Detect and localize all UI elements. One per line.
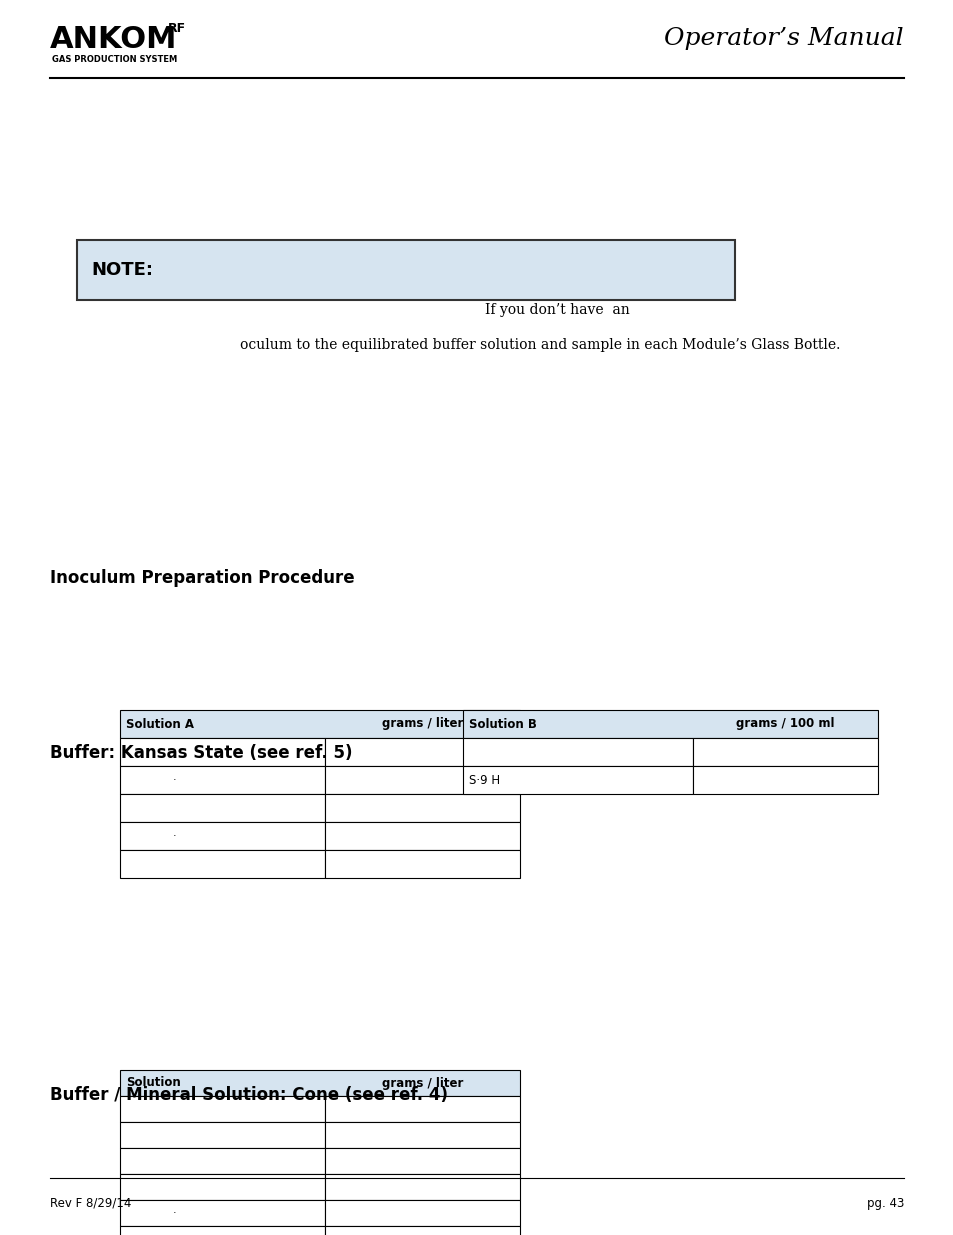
Text: S·9 H: S·9 H xyxy=(469,773,499,787)
Text: Solution: Solution xyxy=(126,1077,180,1089)
Text: Solution A: Solution A xyxy=(126,718,193,730)
Text: ANKOM: ANKOM xyxy=(50,26,177,54)
Text: Buffer / Mineral Solution: Cone (see ref. 4): Buffer / Mineral Solution: Cone (see ref… xyxy=(50,1086,448,1104)
Text: NOTE:: NOTE: xyxy=(91,261,152,279)
Text: ·: · xyxy=(173,1208,176,1218)
Text: Buffer: Kansas State (see ref. 5): Buffer: Kansas State (see ref. 5) xyxy=(50,743,352,762)
Bar xyxy=(120,1070,519,1095)
Bar xyxy=(120,1174,325,1200)
Bar xyxy=(325,1174,519,1200)
Text: Operator’s Manual: Operator’s Manual xyxy=(663,26,903,49)
Text: ·: · xyxy=(173,776,176,785)
Bar xyxy=(120,1123,325,1149)
Text: grams / 100 ml: grams / 100 ml xyxy=(736,718,834,730)
Bar xyxy=(325,850,519,878)
Text: grams / liter: grams / liter xyxy=(381,718,463,730)
Text: pg. 43: pg. 43 xyxy=(865,1197,903,1209)
Bar xyxy=(77,240,734,300)
Text: GAS PRODUCTION SYSTEM: GAS PRODUCTION SYSTEM xyxy=(52,56,177,64)
Bar xyxy=(120,1200,325,1226)
Bar xyxy=(325,1200,519,1226)
Text: ·: · xyxy=(173,831,176,841)
Bar xyxy=(325,766,519,794)
Bar xyxy=(325,1226,519,1235)
Text: If you don’t have  an: If you don’t have an xyxy=(485,303,629,317)
Bar xyxy=(120,739,325,766)
Bar xyxy=(120,850,325,878)
Bar xyxy=(692,766,877,794)
Text: Solution B: Solution B xyxy=(469,718,537,730)
Bar xyxy=(120,1149,325,1174)
Bar xyxy=(325,1095,519,1123)
Bar xyxy=(325,739,519,766)
Bar xyxy=(462,739,692,766)
Bar xyxy=(325,794,519,823)
Bar xyxy=(120,1095,325,1123)
Bar xyxy=(692,739,877,766)
Bar xyxy=(462,766,692,794)
Bar xyxy=(120,710,519,739)
Text: Inoculum Preparation Procedure: Inoculum Preparation Procedure xyxy=(50,569,355,587)
Text: Rev F 8/29/14: Rev F 8/29/14 xyxy=(50,1197,132,1209)
Text: oculum to the equilibrated buffer solution and sample in each Module’s Glass Bot: oculum to the equilibrated buffer soluti… xyxy=(240,338,840,352)
Bar xyxy=(325,823,519,850)
Bar xyxy=(120,794,325,823)
Bar xyxy=(120,766,325,794)
Bar xyxy=(120,823,325,850)
Bar xyxy=(325,1123,519,1149)
Bar xyxy=(462,710,877,739)
Bar xyxy=(120,1226,325,1235)
Text: grams / liter: grams / liter xyxy=(381,1077,463,1089)
Bar xyxy=(325,1149,519,1174)
Text: RF: RF xyxy=(168,21,186,35)
